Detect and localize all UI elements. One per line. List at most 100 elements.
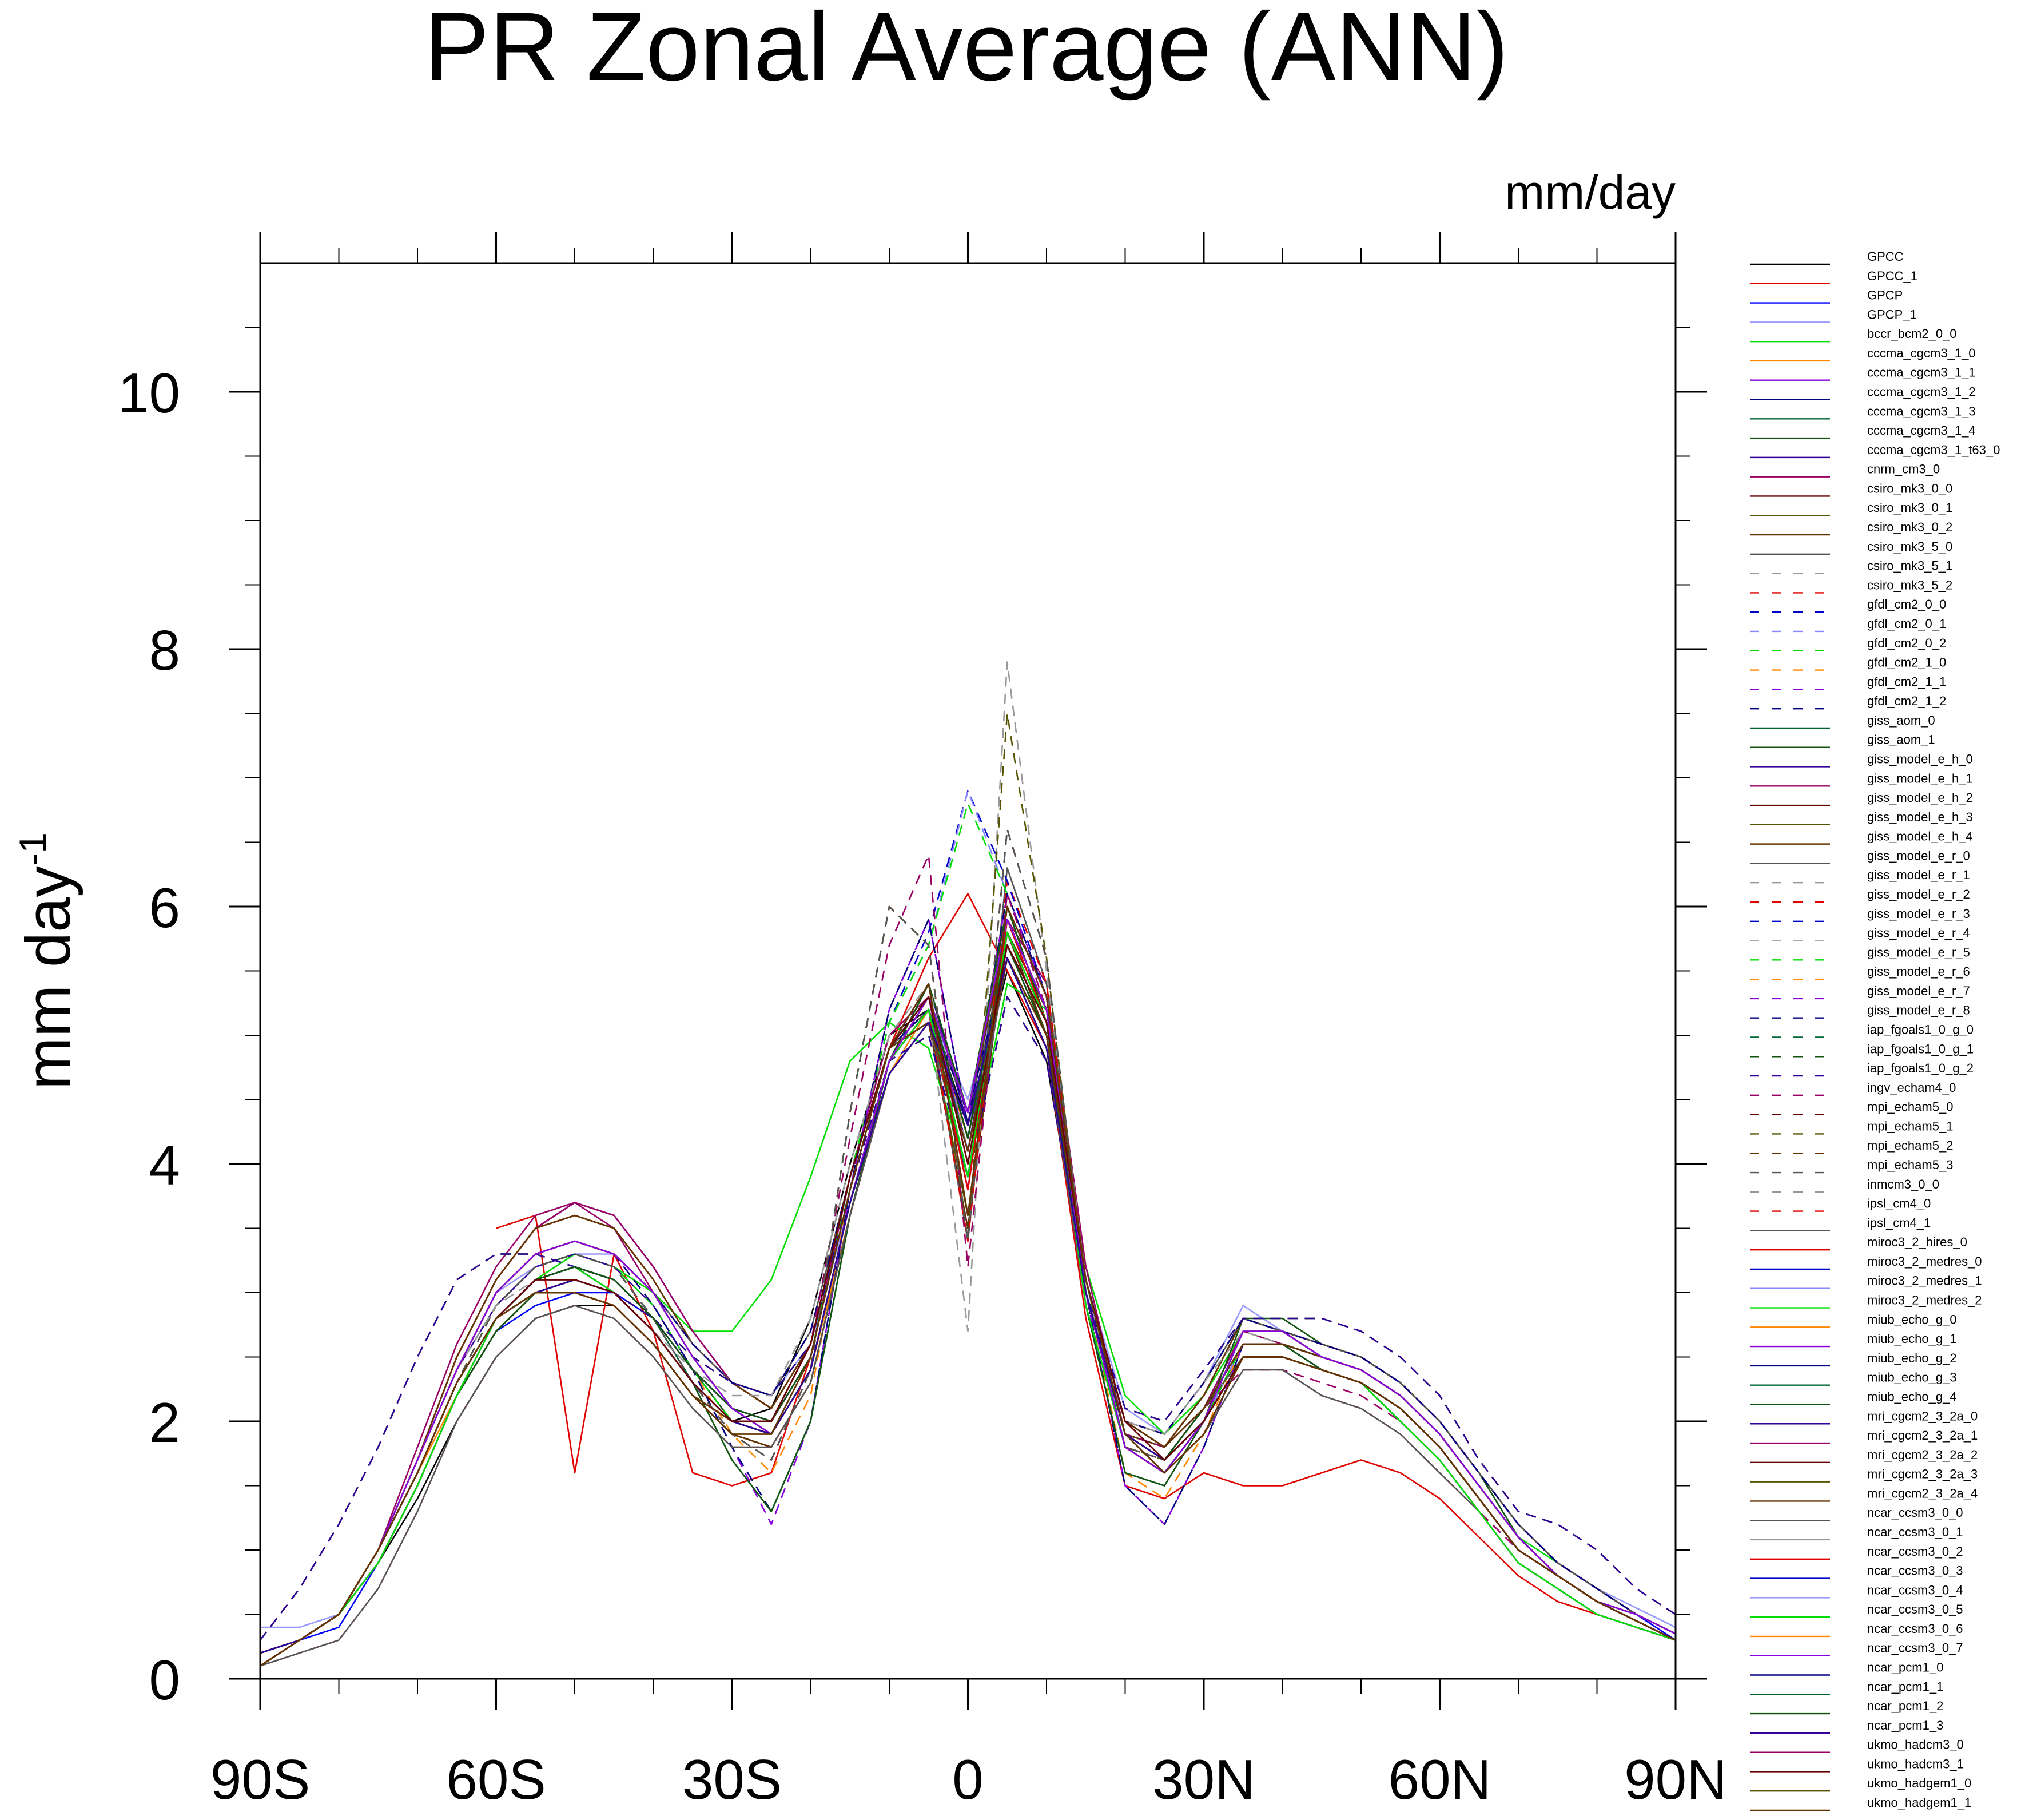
series-line-inmcm3_0_0 [260, 957, 1676, 1654]
legend-label: giss_aom_0 [1867, 713, 1935, 728]
legend-label: ingv_echam4_0 [1867, 1080, 1956, 1095]
series-line-cnrm_cm3_0 [260, 919, 1676, 1667]
series-line-GPCP [260, 931, 1676, 1654]
legend-label: ncar_ccsm3_0_7 [1867, 1641, 1963, 1655]
series-line-miub_echo_g_1 [260, 944, 1676, 1654]
x-tick-label: 30S [682, 1748, 782, 1811]
legend-label: ncar_ccsm3_0_0 [1867, 1505, 1963, 1520]
legend-label: giss_model_e_r_2 [1867, 887, 1970, 901]
series-line-giss_model_e_r_7 [260, 957, 1676, 1654]
series-line-miroc3_2_medres_2 [260, 931, 1676, 1667]
series-line-csiro_mk3_5_2 [260, 880, 1676, 1654]
series-line-ncar_ccsm3_0_3 [260, 919, 1676, 1654]
series-line-cccma_cgcm3_1_1 [260, 931, 1676, 1654]
legend-label: giss_model_e_h_1 [1867, 771, 1973, 785]
series-line-miub_echo_g_4 [260, 944, 1676, 1654]
legend-label: ipsl_cm4_1 [1867, 1215, 1931, 1230]
legend-label: csiro_mk3_0_1 [1867, 500, 1952, 515]
series-line-ukmo_hadcm3_0 [260, 944, 1676, 1667]
legend-label: ncar_ccsm3_0_3 [1867, 1564, 1963, 1578]
axis-ticks: 90S 60S 30S 0 30N 60N 90N 0 2 4 6 8 10 [118, 232, 1727, 1811]
series-line-GPCC_1 [496, 893, 1676, 1641]
legend-label: miub_echo_g_2 [1867, 1351, 1957, 1365]
legend-label: giss_model_e_h_2 [1867, 790, 1973, 805]
series-line-miroc3_2_medres_0 [260, 931, 1676, 1667]
legend-label: cccma_cgcm3_1_4 [1867, 423, 1976, 438]
legend-label: giss_model_e_r_5 [1867, 945, 1970, 959]
y-tick-label: 4 [149, 1134, 180, 1197]
legend-label: giss_model_e_r_8 [1867, 1003, 1970, 1018]
legend-label: cccma_cgcm3_1_1 [1867, 365, 1976, 380]
series-line-ncar_pcm1_0 [260, 957, 1676, 1654]
legend-label: miroc3_2_medres_2 [1867, 1293, 1982, 1308]
legend-label: giss_model_e_h_4 [1867, 829, 1973, 844]
series-line-cccma_cgcm3_1_0 [260, 944, 1676, 1654]
series-line-giss_model_e_h_3 [260, 931, 1676, 1654]
series-line-giss_model_e_r_0 [260, 957, 1676, 1654]
series-line-miub_echo_g_3 [260, 944, 1676, 1654]
legend-label: ncar_ccsm3_0_1 [1867, 1525, 1963, 1539]
legend-label: miroc3_2_medres_0 [1867, 1254, 1982, 1269]
legend-label: giss_model_e_r_3 [1867, 907, 1970, 921]
y-axis-label-exponent: -1 [11, 832, 54, 866]
x-tick-label: 90N [1624, 1748, 1727, 1811]
legend-label: ukmo_hadcm3_0 [1867, 1738, 1964, 1752]
chart-title: PR Zonal Average (ANN) [424, 0, 1509, 101]
legend-label: cccma_cgcm3_1_3 [1867, 404, 1976, 418]
legend-label: iap_fgoals1_0_g_0 [1867, 1023, 1974, 1037]
legend-label: gfdl_cm2_0_1 [1867, 617, 1946, 631]
x-tick-label: 30N [1152, 1748, 1255, 1811]
y-axis-label: mm day-1 [11, 832, 83, 1090]
series-line-GPCP_1 [260, 957, 1676, 1628]
series-line-ncar_ccsm3_0_4 [260, 919, 1676, 1654]
legend-label: ipsl_cm4_0 [1867, 1197, 1931, 1211]
series-line-ukmo_hadgem1_0 [260, 905, 1676, 1667]
series-line-ingv_echam4_0 [260, 854, 1676, 1654]
series-line-miroc3_2_hires_0 [260, 919, 1676, 1667]
series-line-gfdl_cm2_1_1 [260, 893, 1676, 1654]
legend-label: gfdl_cm2_0_0 [1867, 597, 1946, 611]
legend-label: mri_cgcm2_3_2a_4 [1867, 1486, 1978, 1500]
series-line-giss_model_e_h_1 [260, 931, 1676, 1654]
legend-label: csiro_mk3_5_0 [1867, 539, 1952, 554]
series-line-giss_model_e_r_5 [260, 957, 1676, 1654]
series-line-csiro_mk3_0_1 [260, 919, 1676, 1654]
legend-label: mri_cgcm2_3_2a_1 [1867, 1428, 1978, 1443]
legend-label: miub_echo_g_3 [1867, 1370, 1957, 1385]
legend-label: cccma_cgcm3_1_0 [1867, 346, 1976, 360]
legend-label: ncar_ccsm3_0_5 [1867, 1602, 1963, 1616]
legend-label: ncar_ccsm3_0_2 [1867, 1544, 1963, 1559]
y-tick-label: 8 [149, 619, 180, 682]
series-line-miub_echo_g_0 [260, 944, 1676, 1654]
legend-label: mpi_echam5_3 [1867, 1158, 1953, 1172]
legend-label: mpi_echam5_1 [1867, 1119, 1953, 1133]
plot-frame [259, 262, 1677, 1680]
legend-label: mri_cgcm2_3_2a_3 [1867, 1467, 1978, 1481]
legend-label: giss_model_e_r_4 [1867, 926, 1970, 940]
legend-label: GPCP [1867, 288, 1903, 303]
legend-label: gfdl_cm2_1_1 [1867, 674, 1946, 689]
series-line-giss_aom_1 [260, 905, 1676, 1654]
legend-label: gfdl_cm2_1_2 [1867, 694, 1946, 708]
series-lines [259, 661, 1676, 1667]
legend-label: ncar_pcm1_1 [1867, 1679, 1943, 1694]
y-tick-label: 0 [149, 1648, 180, 1711]
legend-label: mpi_echam5_2 [1867, 1138, 1953, 1153]
series-line-ncar_pcm1_2 [260, 957, 1676, 1654]
legend-label: mri_cgcm2_3_2a_0 [1867, 1409, 1978, 1423]
series-line-ncar_ccsm3_0_0 [260, 919, 1676, 1654]
legend-label: cccma_cgcm3_1_t63_0 [1867, 443, 2000, 457]
series-line-cccma_cgcm3_1_4 [260, 931, 1676, 1654]
legend-label: miub_echo_g_1 [1867, 1332, 1957, 1346]
series-line-ncar_pcm1_1 [260, 957, 1676, 1654]
legend-label: miroc3_2_medres_1 [1867, 1274, 1982, 1288]
series-line-csiro_mk3_0_0 [260, 919, 1676, 1654]
legend-label: giss_model_e_h_3 [1867, 810, 1973, 824]
series-line-gfdl_cm2_0_1 [260, 790, 1676, 1654]
x-tick-label: 90S [210, 1748, 310, 1811]
series-line-mpi_echam5_1 [260, 713, 1676, 1654]
legend-label: cccma_cgcm3_1_2 [1867, 385, 1976, 399]
series-line-csiro_mk3_0_2 [260, 931, 1676, 1654]
units-label: mm/day [1505, 165, 1676, 219]
series-line-ncar_ccsm3_0_1 [260, 919, 1676, 1654]
